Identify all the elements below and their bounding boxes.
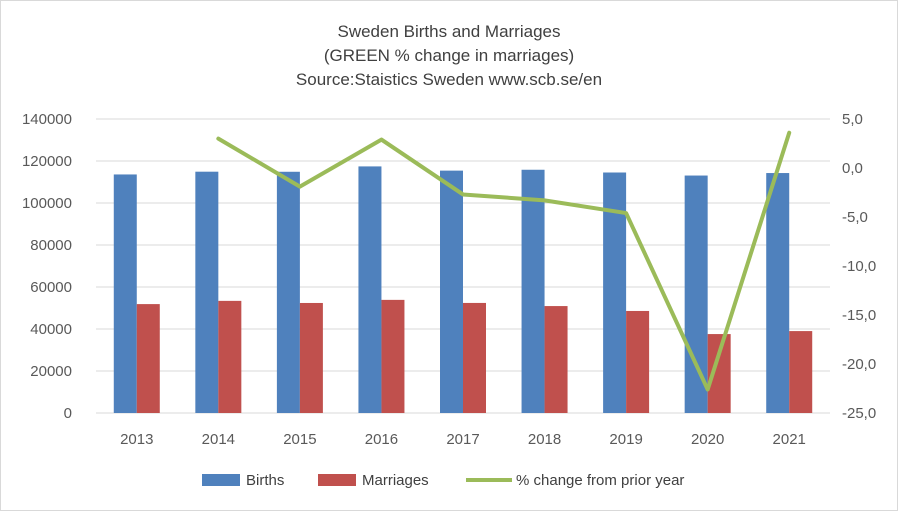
x-tick-label: 2018 bbox=[528, 431, 561, 448]
bar-marriages bbox=[544, 306, 568, 413]
x-tick-label: 2017 bbox=[446, 431, 479, 448]
y-left-tick-label: 120000 bbox=[22, 153, 72, 170]
x-tick-label: 2016 bbox=[365, 431, 398, 448]
legend-swatch-pct-change bbox=[466, 478, 512, 482]
bar-marriages bbox=[463, 302, 486, 413]
bar-births bbox=[440, 170, 463, 413]
legend-label-marriages: Marriages bbox=[362, 471, 429, 489]
bar-marriages bbox=[626, 310, 650, 413]
legend-item-births: Births bbox=[202, 468, 284, 492]
bar-marriages bbox=[789, 331, 813, 413]
legend-swatch-marriages bbox=[318, 474, 356, 486]
bar-marriages bbox=[218, 300, 242, 413]
legend-item-pct-change: % change from prior year bbox=[466, 468, 684, 492]
bar-marriages bbox=[136, 304, 160, 413]
y-right-tick-label: -25,0 bbox=[842, 405, 876, 422]
y-left-tick-label: 140000 bbox=[22, 111, 72, 128]
bar-births bbox=[113, 174, 137, 413]
y-right-tick-label: -20,0 bbox=[842, 356, 876, 373]
line-pct-change bbox=[216, 130, 792, 392]
y-right-tick-label: -10,0 bbox=[842, 258, 876, 275]
x-tick-label: 2021 bbox=[773, 431, 806, 448]
y-right-tick-label: -15,0 bbox=[842, 307, 876, 324]
chart-title-line-1: Sweden Births and Marriages bbox=[337, 22, 561, 41]
chart-legend: Births Marriages % change from prior yea… bbox=[0, 468, 898, 492]
x-tick-label: 2019 bbox=[609, 431, 642, 448]
chart-title-line-2: (GREEN % change in marriages) bbox=[323, 46, 575, 65]
bar-births bbox=[603, 172, 627, 413]
y-left-tick-label: 20000 bbox=[30, 363, 72, 380]
y-left-tick-label: 0 bbox=[64, 405, 72, 422]
legend-label-births: Births bbox=[246, 471, 285, 489]
y-right-tick-label: -5,0 bbox=[842, 209, 868, 226]
bar-births bbox=[358, 166, 382, 413]
x-tick-label: 2020 bbox=[691, 431, 724, 448]
bar-marriages bbox=[299, 302, 323, 413]
bar-births bbox=[766, 173, 790, 413]
y-left-tick-label: 80000 bbox=[30, 237, 72, 254]
bar-marriages bbox=[381, 299, 405, 413]
bar-births bbox=[276, 171, 300, 413]
legend-swatch-births bbox=[202, 474, 240, 486]
y-left-tick-label: 60000 bbox=[30, 279, 72, 296]
y-right-tick-label: 5,0 bbox=[842, 111, 863, 128]
x-tick-label: 2015 bbox=[283, 431, 316, 448]
x-tick-label: 2013 bbox=[120, 431, 153, 448]
bar-births bbox=[195, 171, 219, 413]
legend-item-marriages: Marriages bbox=[318, 468, 429, 492]
legend-label-pct-change: % change from prior year bbox=[516, 471, 685, 489]
y-left-tick-label: 100000 bbox=[22, 195, 72, 212]
x-tick-label: 2014 bbox=[202, 431, 235, 448]
y-left-tick-label: 40000 bbox=[30, 321, 72, 338]
bar-marriages bbox=[707, 334, 731, 413]
chart-title-line-3: Source:Staistics Sweden www.scb.se/en bbox=[295, 70, 603, 89]
y-right-tick-label: 0,0 bbox=[842, 160, 863, 177]
bar-births bbox=[521, 169, 545, 413]
